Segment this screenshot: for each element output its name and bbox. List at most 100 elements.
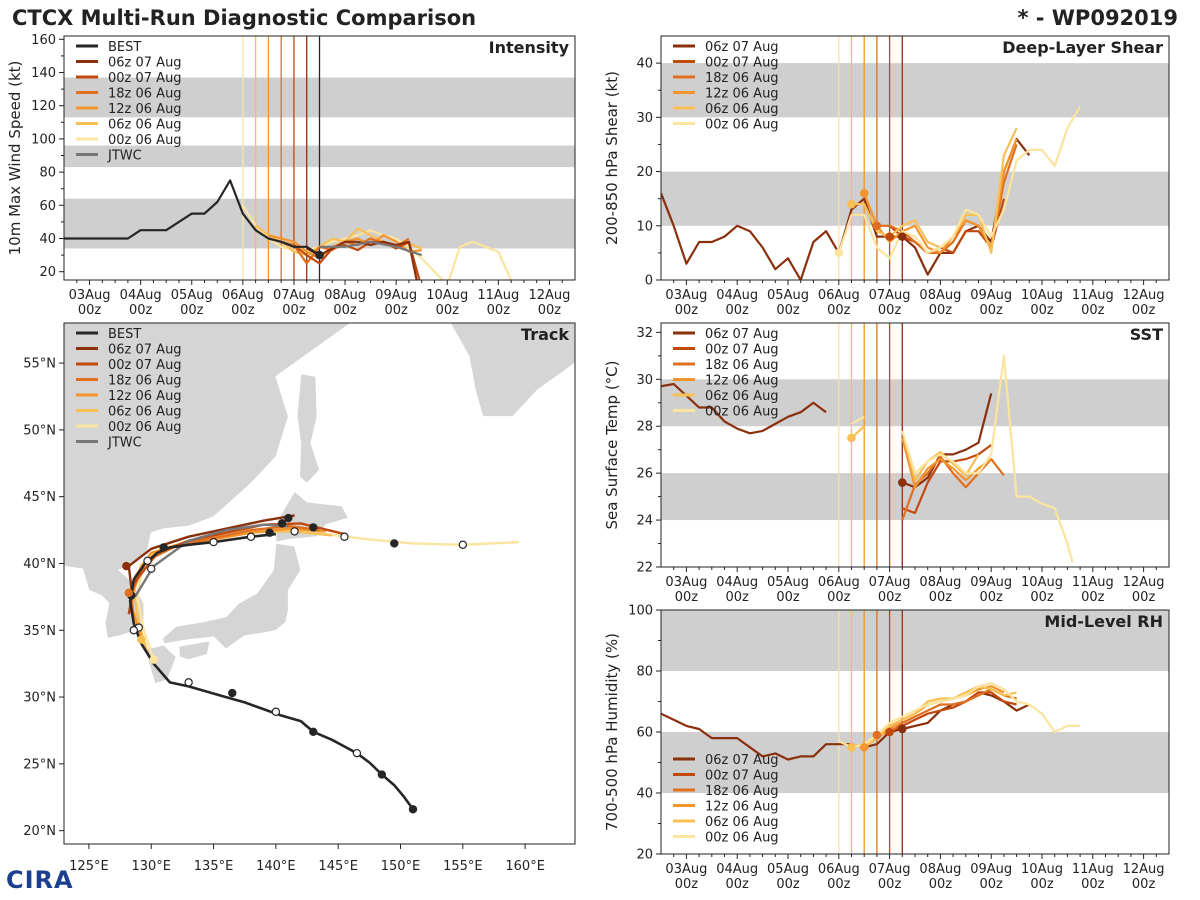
sst-x-tick-sublabel: 00z (980, 590, 1004, 605)
intensity-x-tick-label: 12Aug (528, 288, 570, 303)
storm-id: * - WP092019 (1017, 6, 1178, 30)
track-point (124, 588, 134, 598)
track-lon-label: 150°E (381, 859, 421, 874)
track-point (143, 556, 152, 565)
intensity-series-line (293, 240, 421, 280)
shikoku-island (178, 640, 211, 661)
track-point (309, 727, 318, 736)
track-point (408, 805, 418, 814)
rh-x-tick-label: 07Aug (869, 862, 911, 877)
sst-y-tick-label: 30 (636, 373, 653, 388)
sst-data-point (847, 433, 856, 443)
track-legend-label: 06z 06 Aug (108, 405, 182, 420)
shear-x-tick-label: 08Aug (919, 288, 961, 303)
track-lat-label: 50°N (23, 423, 56, 438)
track-point (265, 528, 274, 537)
intensity-y-tick-label: 140 (31, 66, 56, 81)
sst-legend-label: 00z 07 Aug (705, 343, 779, 358)
sst-x-tick-label: 07Aug (869, 575, 911, 590)
track-line (136, 528, 519, 660)
rh-legend-label: 06z 06 Aug (705, 815, 779, 830)
intensity-data-point (315, 250, 324, 260)
rh-shaded-band (661, 610, 1169, 671)
intensity-panel-title: Intensity (489, 38, 570, 57)
sst-legend-label: 06z 07 Aug (705, 327, 779, 342)
track-point (290, 527, 299, 536)
rh-x-tick-label: 12Aug (1123, 862, 1165, 877)
track-lat-label: 35°N (23, 624, 56, 639)
track-point (228, 688, 237, 698)
sst-x-tick-label: 06Aug (818, 575, 860, 590)
rh-y-tick-label: 80 (636, 665, 653, 680)
rh-data-point (885, 727, 894, 737)
track-lon-label: 155°E (443, 859, 483, 874)
rh-panel-title: Mid-Level RH (1044, 612, 1163, 631)
shear-panel-title: Deep-Layer Shear (1002, 38, 1163, 57)
sst-plot-area (661, 323, 1169, 567)
intensity-legend-label: 18z 06 Aug (108, 87, 182, 102)
shear-x-tick-sublabel: 00z (675, 303, 699, 318)
track-lat-label: 55°N (23, 357, 56, 372)
sst-x-tick-label: 03Aug (665, 575, 707, 590)
shear-x-tick-label: 03Aug (665, 288, 707, 303)
intensity-y-axis-label: 10m Max Wind Speed (kt) (6, 61, 24, 256)
sst-y-tick-label: 28 (636, 420, 653, 435)
rh-y-tick-label: 40 (636, 787, 653, 802)
rh-legend-label: 18z 06 Aug (705, 784, 779, 799)
sst-x-tick-sublabel: 00z (929, 590, 953, 605)
shear-x-tick-label: 09Aug (970, 288, 1012, 303)
track-lon-label: 125°E (69, 859, 109, 874)
shear-data-point (847, 199, 856, 209)
track-point (277, 519, 287, 528)
shear-x-tick-sublabel: 00z (929, 303, 953, 318)
sst-x-tick-sublabel: 00z (827, 590, 851, 605)
intensity-x-tick-sublabel: 00z (78, 303, 102, 318)
sst-x-tick-label: 04Aug (716, 575, 758, 590)
sst-series-line (901, 444, 992, 515)
track-lon-label: 140°E (256, 859, 296, 874)
track-point (271, 707, 281, 716)
rh-x-tick-sublabel: 00z (878, 877, 902, 892)
shear-x-tick-sublabel: 00z (827, 303, 851, 318)
sst-x-tick-sublabel: 00z (726, 590, 750, 605)
intensity-series-line (241, 204, 513, 280)
sst-y-tick-label: 26 (636, 467, 653, 482)
shear-y-axis-label: 200-850 hPa Shear (kt) (603, 71, 621, 245)
sst-series-line (901, 354, 1074, 563)
track-map-area (64, 323, 575, 814)
shear-x-tick-label: 12Aug (1123, 288, 1165, 303)
sst-chart: 22242628303203Aug00z04Aug00z05Aug00z06Au… (603, 322, 1170, 605)
sst-y-axis-label: Sea Surface Temp (°C) (603, 360, 621, 529)
intensity-plot-area (64, 36, 575, 280)
rh-x-tick-sublabel: 00z (726, 877, 750, 892)
shear-x-tick-label: 11Aug (1072, 288, 1114, 303)
rh-legend-label: 00z 06 Aug (705, 831, 779, 846)
intensity-x-tick-sublabel: 00z (180, 303, 204, 318)
track-legend-label: JTWC (107, 436, 142, 451)
rh-x-tick-label: 05Aug (767, 862, 809, 877)
shear-y-tick-label: 20 (636, 165, 653, 180)
rh-x-tick-sublabel: 00z (675, 877, 699, 892)
rh-shaded-band (661, 732, 1169, 793)
main-title: CTCX Multi-Run Diagnostic Comparison (12, 6, 477, 30)
sst-series-line (850, 415, 865, 425)
sst-shaded-band (661, 379, 1169, 427)
rh-x-tick-label: 09Aug (970, 862, 1012, 877)
rh-y-tick-label: 60 (636, 726, 653, 741)
rh-data-point (847, 742, 856, 752)
intensity-y-tick-label: 40 (39, 232, 56, 247)
intensity-x-tick-label: 07Aug (273, 288, 315, 303)
shear-shaded-band (661, 171, 1169, 226)
intensity-legend-label: 06z 06 Aug (108, 118, 182, 133)
rh-x-tick-label: 08Aug (919, 862, 961, 877)
intensity-x-tick-sublabel: 00z (487, 303, 511, 318)
sst-series-line (661, 382, 827, 435)
rh-series-line (889, 691, 1017, 733)
track-line (127, 522, 345, 615)
rh-data-point (859, 742, 869, 752)
rh-x-tick-sublabel: 00z (827, 877, 851, 892)
shear-data-point (885, 232, 894, 241)
rh-x-tick-sublabel: 00z (1030, 877, 1054, 892)
shear-x-tick-sublabel: 00z (1132, 303, 1156, 318)
sst-series-line (901, 437, 992, 489)
